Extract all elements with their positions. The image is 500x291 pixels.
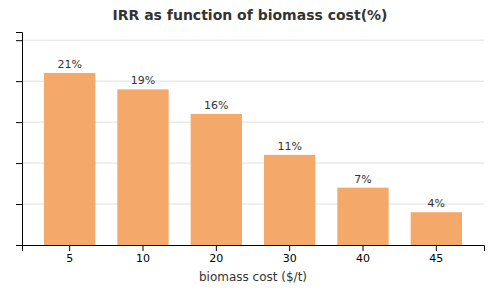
bar (117, 89, 168, 245)
title: IRR as function of biomass cost(%) (113, 7, 388, 23)
y-tick (16, 122, 22, 123)
x-tick: 10 (136, 245, 150, 265)
x-tick: 40 (356, 245, 370, 265)
y-tick (16, 204, 22, 205)
y-tick-mark (16, 81, 22, 82)
chart-container: 5 10 20 30 40 45 21% 19% 16% 11% 7% 4% IRR as functi… (0, 0, 500, 291)
y-tick (16, 81, 22, 82)
chart-svg: 5 10 20 30 40 45 21% 19% 16% 11% 7% 4% IRR as functi… (0, 0, 500, 291)
x-axis: 5 10 20 30 40 45 (23, 245, 485, 265)
x-tick-mark (289, 245, 290, 251)
y-tick-mark (16, 204, 22, 205)
y-tick-mark (16, 163, 22, 164)
x-tick-mark (143, 245, 144, 251)
x-tick: 20 (209, 245, 223, 265)
x-tick-mark (69, 245, 70, 251)
y-tick-mark (16, 122, 22, 123)
x-tick-label: 30 (283, 252, 297, 265)
data-labels: 21% 19% 16% 11% 7% 4% (57, 58, 445, 210)
x-tick-mark (363, 245, 364, 251)
y-axis (16, 33, 23, 246)
data-label: 7% (354, 173, 371, 186)
data-label: 11% (277, 140, 301, 153)
data-label: 4% (428, 197, 445, 210)
y-tick (16, 40, 22, 41)
x-tick-label: 40 (356, 252, 370, 265)
bar (44, 73, 95, 245)
x-tick-mark (436, 245, 437, 251)
grid-line (22, 40, 484, 41)
x-tick-label: 10 (136, 252, 150, 265)
data-label: 16% (204, 99, 228, 112)
bar (411, 212, 462, 245)
x-tick-mark (216, 245, 217, 251)
x-axis-title: biomass cost ($/t) (199, 270, 307, 284)
y-axis-line (16, 33, 23, 246)
x-tick: 30 (283, 245, 297, 265)
bar (191, 114, 242, 245)
y-tick (16, 163, 22, 164)
bar (337, 188, 388, 245)
x-tick-label: 5 (66, 252, 73, 265)
x-tick: 45 (429, 245, 443, 265)
data-label: 19% (131, 74, 155, 87)
x-tick-label: 20 (209, 252, 223, 265)
data-label: 21% (57, 58, 81, 71)
plot-area: 5 10 20 30 40 45 21% 19% 16% 11% 7% 4% (16, 33, 485, 265)
y-tick-mark (16, 40, 22, 41)
x-axis-line (23, 246, 485, 252)
x-tick: 5 (66, 245, 73, 265)
x-tick-label: 45 (429, 252, 443, 265)
bars (44, 73, 462, 245)
bar (264, 155, 315, 245)
